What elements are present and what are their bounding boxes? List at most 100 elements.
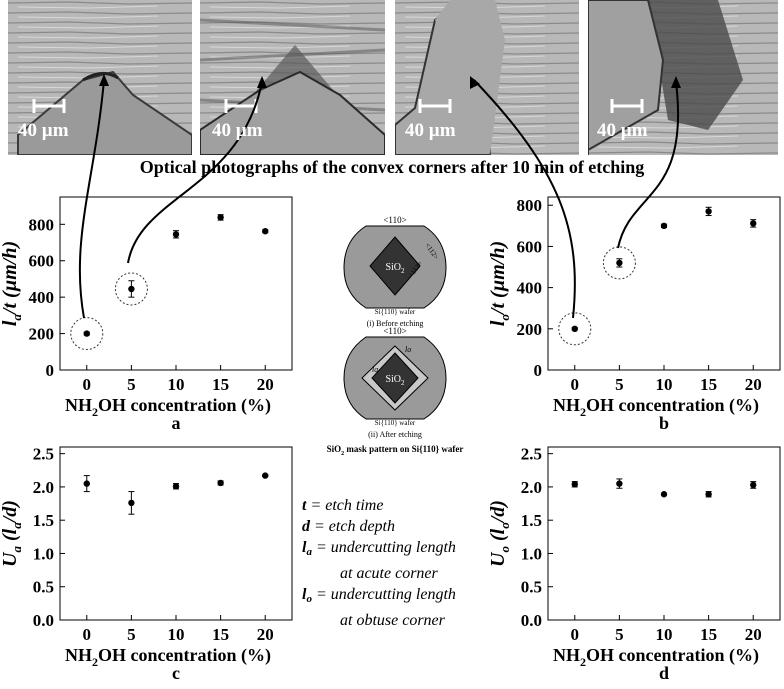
scale-bar-4 <box>610 99 644 113</box>
data-point <box>616 259 623 267</box>
y-tick-label: 0.5 <box>33 578 54 597</box>
scale-bar-2 <box>224 99 258 113</box>
wafer-label-after: Si{110} wafer <box>375 419 416 427</box>
before-label: (i) Before etching <box>367 319 424 328</box>
legend-la: la = undercutting length <box>302 539 456 558</box>
data-point <box>660 491 668 498</box>
x-tick-label: 20 <box>257 625 274 644</box>
legend-d: d = etch depth <box>302 518 395 535</box>
y-tick-label: 2.0 <box>33 478 54 497</box>
y-tick-label: 1.0 <box>33 544 54 563</box>
x-tick-label: 15 <box>700 625 717 644</box>
data-point <box>750 481 757 489</box>
data-point <box>262 472 269 479</box>
y-tick-label: 0 <box>534 361 543 380</box>
data-point <box>262 228 269 235</box>
data-point <box>83 480 90 487</box>
scale-bar-1 <box>32 99 66 113</box>
diagram-caption: SiO2 mask pattern on Si{110} wafer <box>327 444 464 457</box>
y-tick-label: 400 <box>517 279 543 298</box>
y-axis-label: la/t (µm/h) <box>0 241 24 326</box>
y-tick-label: 200 <box>29 325 55 344</box>
data-point <box>128 285 135 293</box>
x-axis-label: NH2OH concentration (%) <box>65 645 271 669</box>
y-axis-label: Ua (la/d) <box>0 500 24 567</box>
callout-arrows <box>78 79 680 319</box>
highlight-circle <box>558 312 592 346</box>
x-tick-label: 5 <box>127 375 136 394</box>
data-point <box>172 231 180 238</box>
scale-bar-3 <box>418 99 452 113</box>
y-tick-label: 800 <box>29 215 55 234</box>
plot-frame <box>59 196 293 371</box>
x-axis-label: NH2OH concentration (%) <box>553 395 759 419</box>
y-tick-label: 600 <box>29 252 55 271</box>
plot-frame <box>547 446 781 621</box>
legend-t: t = etch time <box>302 497 384 514</box>
x-tick-label: 0 <box>571 625 580 644</box>
y-tick-label: 2.5 <box>33 445 54 464</box>
chart-c: 0 5 10 15 20 0.0 0.5 1.0 1.5 2.0 2.5 NH2OH concentr… <box>0 445 293 683</box>
y-tick-label: 400 <box>29 288 55 307</box>
x-tick-label: 20 <box>257 375 274 394</box>
data-point <box>128 499 135 507</box>
highlight-circle <box>602 246 636 280</box>
data-point <box>571 481 578 488</box>
dir-label-after: <110> <box>383 326 406 336</box>
x-tick-label: 20 <box>745 375 762 394</box>
lo-label: lo <box>405 345 411 354</box>
scale-label-3: 40 µm <box>405 120 456 141</box>
x-tick-label: 20 <box>745 625 762 644</box>
x-tick-label: 10 <box>656 625 673 644</box>
y-tick-label: 200 <box>517 320 543 339</box>
la-label: la <box>372 365 378 374</box>
highlight-circle <box>114 272 148 306</box>
photo-1 <box>8 0 192 155</box>
arrow-photo2 <box>127 81 263 264</box>
x-tick-label: 15 <box>212 375 229 394</box>
y-tick-label: 800 <box>517 196 543 215</box>
x-tick-label: 10 <box>168 625 185 644</box>
data-point <box>83 330 90 337</box>
y-tick-label: 1.5 <box>33 511 54 530</box>
x-axis-label: NH2OH concentration (%) <box>65 395 271 419</box>
wafer-label-before: Si{110} wafer <box>375 308 416 316</box>
y-tick-label: 1.0 <box>521 544 542 563</box>
plot-frame <box>59 446 293 621</box>
y-tick-label: 0.5 <box>521 578 542 597</box>
oxide-label-after: SiO2 <box>385 374 405 387</box>
y-tick-label: 2.0 <box>521 478 542 497</box>
data-point <box>750 220 757 227</box>
y-tick-label: 2.5 <box>521 445 542 464</box>
data-point <box>172 483 180 490</box>
scale-label-2: 40 µm <box>212 120 263 141</box>
wafer-diagram-after: <110> SiO2 lo la Si{110} wafer (ii) Afte… <box>327 326 464 457</box>
data-point <box>571 325 578 333</box>
x-tick-label: 0 <box>83 375 92 394</box>
highlight-circle <box>70 317 104 351</box>
chart-d: 0 5 10 15 20 0.0 0.5 1.0 1.5 2.0 2.5 NH2OH concentr… <box>487 445 781 683</box>
x-tick-label: 5 <box>127 625 136 644</box>
x-tick-label: 15 <box>700 375 717 394</box>
y-tick-label: 0.0 <box>33 611 54 630</box>
data-point <box>705 208 712 215</box>
dir-label-before: <110> <box>383 215 406 225</box>
panel-label: b <box>659 413 669 433</box>
data-point <box>616 480 623 487</box>
photo-4 <box>588 0 778 155</box>
panel-label: a <box>172 413 181 433</box>
wafer-diagram-before: <110> SiO2 Si{110} wafer <112> <112> (i)… <box>343 215 447 328</box>
scale-label-4: 40 µm <box>597 120 648 141</box>
legend-lo-2: at obtuse corner <box>340 612 445 629</box>
data-point <box>660 222 668 230</box>
x-tick-label: 10 <box>168 375 185 394</box>
symbol-legend: t = etch time d = etch depth la = underc… <box>302 495 456 631</box>
x-tick-label: 15 <box>212 625 229 644</box>
scale-label-1: 40 µm <box>18 120 69 141</box>
x-tick-label: 5 <box>615 375 624 394</box>
legend-la-2: at acute corner <box>340 565 438 582</box>
arrowheads <box>99 74 681 89</box>
